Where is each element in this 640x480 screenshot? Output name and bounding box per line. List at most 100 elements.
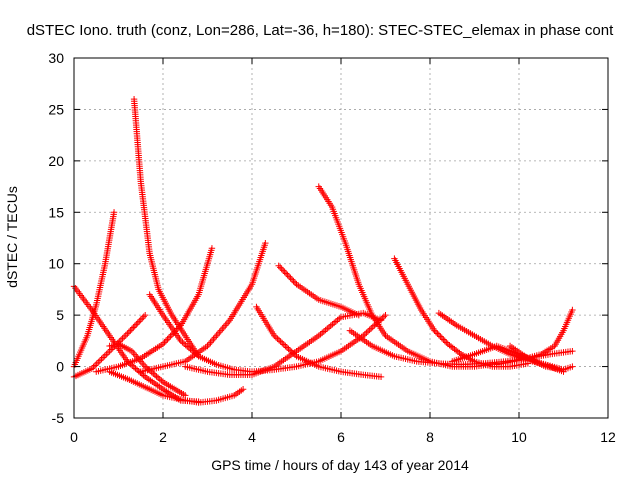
series-11 (275, 262, 362, 319)
data-point (332, 318, 340, 325)
data-point (156, 375, 163, 383)
data-point (142, 311, 149, 319)
data-point (431, 327, 438, 334)
data-point (219, 325, 226, 333)
data-point (130, 363, 138, 371)
x-tick-label: 10 (511, 429, 527, 445)
x-tick-label: 2 (159, 429, 167, 445)
data-point (117, 336, 125, 344)
data-point (239, 386, 247, 393)
y-tick-label: 20 (48, 153, 64, 169)
y-tick-label: 30 (48, 50, 64, 66)
data-point (139, 359, 146, 367)
data-point (153, 373, 160, 380)
data-point (134, 319, 141, 327)
data-point (171, 328, 179, 335)
data-point (131, 322, 139, 330)
data-point (291, 351, 299, 359)
data-point (284, 271, 291, 279)
data-point (150, 370, 157, 377)
data-point (285, 345, 292, 353)
data-point (130, 349, 137, 357)
data-point (119, 335, 126, 342)
data-point (327, 322, 334, 329)
y-tick-label: -5 (52, 410, 65, 426)
data-point (223, 320, 230, 327)
data-point (272, 333, 280, 341)
data-point (211, 334, 219, 341)
series-18 (506, 342, 576, 373)
data-point (322, 326, 329, 334)
data-point (127, 327, 134, 334)
y-axis-label: dSTEC / TECUs (4, 186, 20, 288)
data-point (275, 336, 283, 344)
data-point (208, 245, 216, 252)
data-point (184, 343, 191, 350)
data-point (101, 352, 108, 360)
data-point (90, 363, 97, 371)
data-point (377, 373, 385, 381)
data-point (443, 339, 450, 346)
data-point (133, 366, 141, 374)
series-3 (106, 368, 247, 406)
data-point (182, 341, 189, 349)
data-point (137, 316, 144, 323)
data-point (210, 335, 217, 343)
data-point (104, 349, 112, 356)
series-9 (182, 309, 385, 378)
data-point (99, 354, 107, 361)
y-tick-label: 0 (56, 359, 64, 375)
data-point (213, 332, 220, 339)
y-tick-label: 15 (48, 204, 64, 220)
data-point (290, 278, 297, 285)
data-point (382, 311, 389, 319)
data-point (98, 355, 105, 363)
data-point (271, 332, 278, 339)
data-point (122, 332, 129, 339)
x-tick-label: 8 (426, 429, 434, 445)
data-point (276, 264, 284, 271)
x-tick-label: 4 (248, 429, 256, 445)
data-point (290, 350, 297, 357)
data-point (125, 328, 133, 336)
data-point (216, 329, 223, 336)
data-point (91, 362, 99, 369)
data-point (278, 339, 286, 347)
data-point (124, 330, 131, 337)
series-7 (93, 245, 216, 375)
data-point (280, 341, 287, 348)
data-point (168, 331, 176, 338)
data-points (70, 95, 576, 406)
data-point (438, 334, 446, 342)
data-point (217, 327, 225, 334)
data-point (330, 319, 338, 327)
data-point (437, 333, 444, 340)
data-point (139, 315, 146, 322)
chart-title: dSTEC Iono. truth (conz, Lon=286, Lat=-3… (27, 22, 614, 39)
data-point (275, 262, 282, 269)
data-point (133, 321, 140, 328)
data-point (96, 357, 104, 364)
data-point (324, 325, 331, 332)
axis-ticks: 0 2 4 6 8 10 12 -5 0 5 10 15 20 25 30 (48, 50, 616, 445)
data-point (188, 347, 196, 354)
series-4 (106, 340, 189, 399)
data-point (140, 361, 147, 369)
data-point (161, 339, 168, 346)
data-point (320, 328, 328, 335)
series-12 (315, 183, 500, 370)
data-point (278, 265, 285, 273)
data-point (140, 372, 147, 379)
data-point (287, 274, 294, 282)
data-point (441, 337, 449, 345)
data-point (279, 267, 287, 274)
data-point (207, 339, 214, 346)
data-point (282, 342, 289, 350)
data-point (170, 329, 177, 337)
data-point (174, 325, 182, 332)
data-point (283, 344, 291, 351)
data-point (165, 334, 173, 341)
data-point (318, 329, 326, 337)
data-point (180, 340, 188, 347)
data-point (173, 326, 180, 334)
